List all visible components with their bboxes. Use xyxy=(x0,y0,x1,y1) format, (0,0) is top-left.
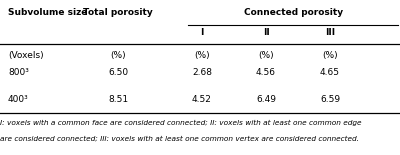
Text: are considered connected; III: voxels with at least one common vertex are consid: are considered connected; III: voxels wi… xyxy=(0,136,359,142)
Text: (Voxels): (Voxels) xyxy=(8,51,44,60)
Text: 400³: 400³ xyxy=(8,95,29,104)
Text: III: III xyxy=(325,28,335,37)
Text: 4.56: 4.56 xyxy=(256,68,276,77)
Text: Total porosity: Total porosity xyxy=(83,8,153,17)
Text: (%): (%) xyxy=(194,51,210,60)
Text: Connected porosity: Connected porosity xyxy=(244,8,344,17)
Text: 6.50: 6.50 xyxy=(108,68,128,77)
Text: 8.51: 8.51 xyxy=(108,95,128,104)
Text: I: I xyxy=(200,28,204,37)
Text: (%): (%) xyxy=(322,51,338,60)
Text: (%): (%) xyxy=(110,51,126,60)
Text: II: II xyxy=(263,28,269,37)
Text: 4.65: 4.65 xyxy=(320,68,340,77)
Text: I: voxels with a common face are considered connected; II: voxels with at least : I: voxels with a common face are conside… xyxy=(0,119,362,126)
Text: 2.68: 2.68 xyxy=(192,68,212,77)
Text: 4.52: 4.52 xyxy=(192,95,212,104)
Text: 800³: 800³ xyxy=(8,68,29,77)
Text: 6.49: 6.49 xyxy=(256,95,276,104)
Text: Subvolume size: Subvolume size xyxy=(8,8,87,17)
Text: (%): (%) xyxy=(258,51,274,60)
Text: 6.59: 6.59 xyxy=(320,95,340,104)
